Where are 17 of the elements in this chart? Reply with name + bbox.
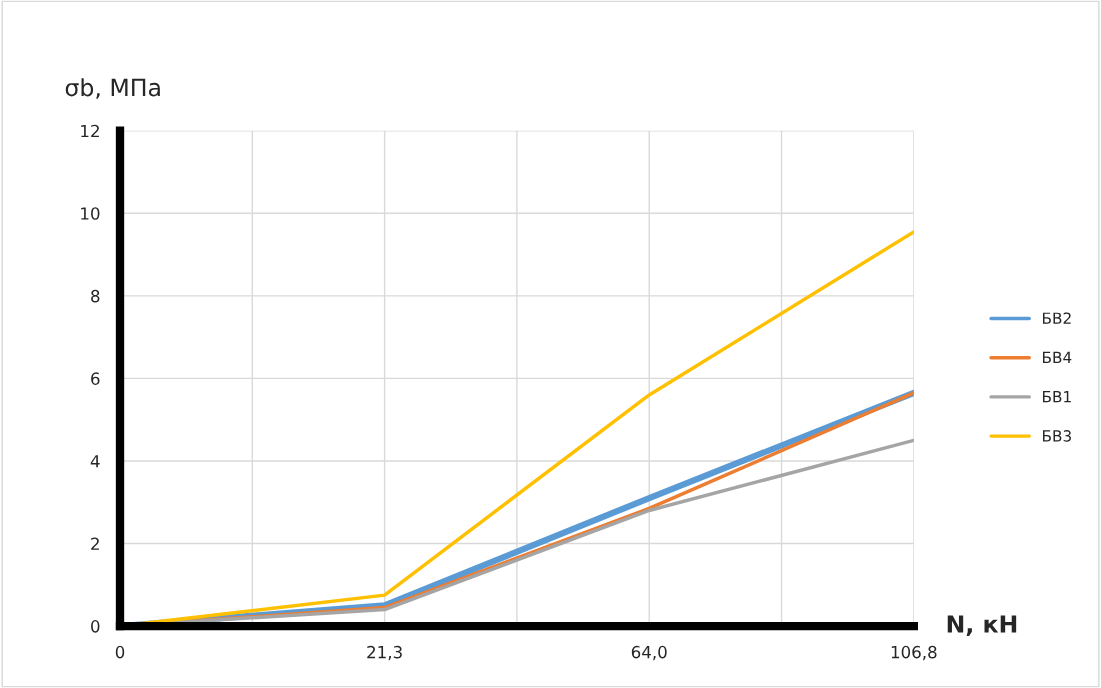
y-tick-label: 2: [91, 537, 99, 550]
legend-label: БВ4: [1043, 351, 1072, 363]
x-tick-label: 106,8: [891, 645, 937, 661]
y-tick-label: 0: [91, 620, 100, 633]
y-tick-label: 10: [81, 207, 100, 220]
y-tick-label: 12: [81, 124, 99, 138]
y-axis-title: σb, МПа: [65, 78, 160, 99]
legend-label: БВ3: [1043, 430, 1071, 442]
y-tick-label: 8: [91, 289, 100, 303]
x-axis-title: N, кН: [947, 615, 1017, 636]
legend-label: БВ2: [1043, 312, 1071, 324]
legend-label: БВ1: [1043, 391, 1071, 403]
y-tick-label: 6: [91, 372, 100, 385]
x-tick-label: 21,3: [367, 645, 402, 661]
x-tick-label: 64,0: [631, 645, 667, 661]
y-tick-label: 4: [90, 455, 100, 468]
x-tick-label: 0: [115, 645, 125, 659]
